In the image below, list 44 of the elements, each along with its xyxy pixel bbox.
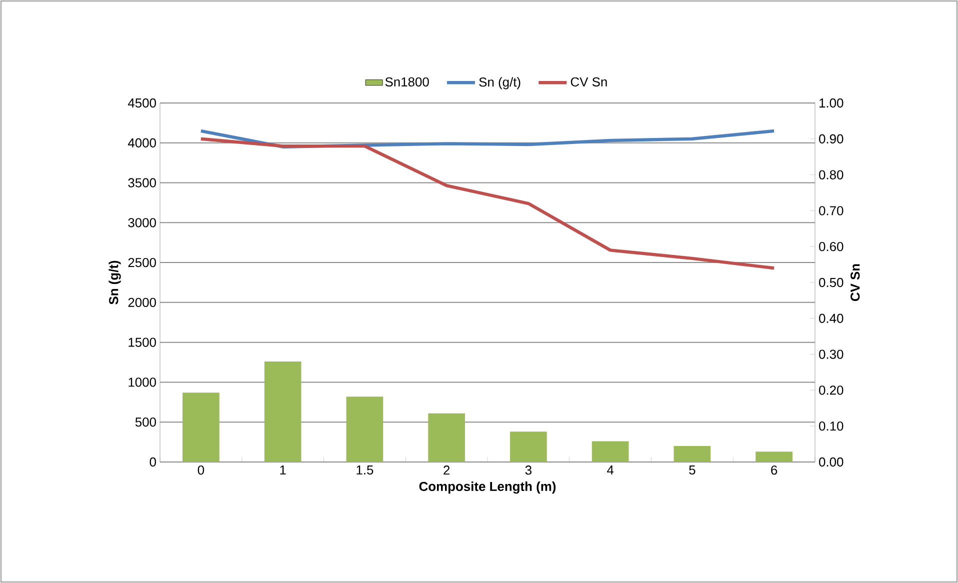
bar [756, 452, 792, 462]
y2-tick-label: 0.30 [819, 350, 844, 359]
bar [182, 392, 220, 462]
y2-axis-title: CV Sn [850, 264, 860, 302]
y-tick-label: 1000 [128, 378, 156, 387]
y2-tick-label: 0.80 [819, 170, 844, 180]
x-tick-label: 1 [280, 466, 286, 474]
x-tick-label: 5 [689, 466, 696, 475]
y2-tick-label: 0.70 [819, 206, 844, 216]
x-tick-label: 1.5 [356, 466, 374, 475]
y-tick-label: 1500 [128, 338, 156, 347]
y2-tick-label: 0.50 [819, 278, 844, 288]
bar [346, 396, 384, 462]
y-tick-label: 500 [135, 418, 156, 427]
y2-tick-label: 0.90 [819, 134, 844, 144]
y-tick-label: 0 [150, 457, 156, 467]
bar [592, 441, 629, 462]
y-tick-label: 3000 [128, 218, 156, 228]
legend-label: Sn1800 [385, 77, 429, 86]
legend-label: Sn (g/t) [479, 77, 520, 90]
bar [264, 361, 302, 462]
x-tick-label: 3 [525, 466, 532, 475]
y2-tick-label: 0.20 [819, 386, 844, 395]
y-tick-label: 3500 [128, 178, 156, 188]
bar [428, 413, 465, 462]
y-tick-label: 4000 [128, 138, 156, 148]
bar [674, 446, 711, 462]
x-tick-label: 0 [198, 466, 204, 475]
x-tick-label: 4 [607, 466, 614, 474]
bar [510, 432, 547, 462]
y2-tick-label: 0.10 [819, 421, 844, 431]
y-tick-label: 4500 [128, 98, 156, 108]
y2-tick-label: 0.00 [819, 457, 844, 467]
y2-tick-label: 1.00 [820, 98, 844, 108]
y-tick-label: 2000 [128, 298, 156, 308]
y2-tick-label: 0.60 [819, 242, 844, 252]
y-tick-label: 2500 [128, 258, 156, 268]
x-tick-label: 6 [771, 466, 778, 475]
x-axis-title: Composite Length (m) [419, 482, 556, 494]
y2-tick-label: 0.40 [819, 314, 844, 323]
x-tick-label: 2 [444, 466, 450, 475]
y-axis-title: Sn (g/t) [108, 260, 121, 304]
line-series [199, 137, 776, 270]
legend-label: CV Sn [570, 77, 607, 86]
